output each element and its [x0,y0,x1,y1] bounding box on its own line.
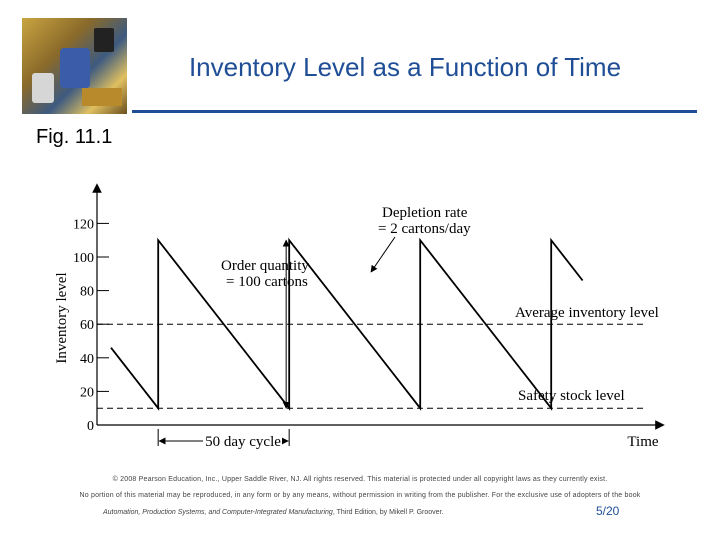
depletion-rate-arrow [370,236,396,273]
y-tick-label: 0 [87,419,94,434]
depletion-rate-value: = 2 cartons/day [378,221,471,237]
order-quantity-label: Order quantity [221,258,309,274]
y-tick-label: 20 [80,385,94,400]
copyright-line-1: © 2008 Pearson Education, Inc., Upper Sa… [112,476,608,483]
book-title: Automation, Production Systems, and Comp… [103,509,333,516]
y-tick-label: 120 [73,217,94,232]
y-tick-label: 60 [80,318,94,333]
page-number: 5/20 [596,504,620,518]
logo-image [22,18,127,114]
y-tick-label: 80 [80,285,94,300]
reference-line-label: Safety stock level [518,388,625,404]
order-quantity-value: = 100 cartons [226,274,308,290]
book-citation: Automation, Production Systems, and Comp… [103,509,443,516]
copyright-line-2: No portion of this material may be repro… [79,492,641,499]
depletion-rate-label: Depletion rate [382,205,468,221]
book-edition: , Third Edition, by Mikell P. Groover. [332,509,444,516]
figure-label: Fig. 11.1 [36,126,113,148]
slide-title: Inventory Level as a Function of Time [188,52,622,82]
title-divider [132,110,697,113]
reference-line-label: Average inventory level [515,305,659,321]
cycle-label: 50 day cycle [205,434,281,450]
x-axis-label: Time [627,434,658,450]
inventory-line [110,237,584,411]
y-tick-label: 40 [80,352,94,367]
y-axis-label: Inventory level [54,272,70,363]
y-tick-label: 100 [73,251,94,266]
